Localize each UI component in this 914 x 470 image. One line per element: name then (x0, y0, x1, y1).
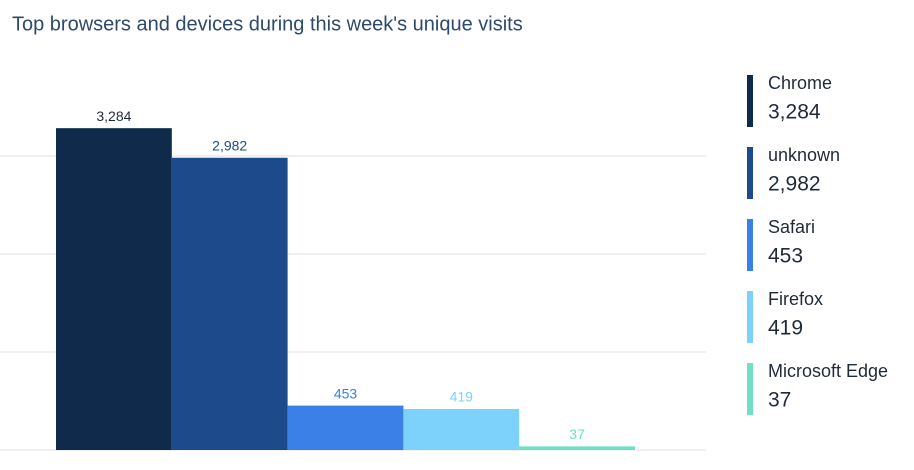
bar (403, 408, 520, 450)
legend-swatch (747, 147, 753, 199)
value-label: 2,982 (212, 137, 247, 153)
legend-swatch (747, 219, 753, 271)
legend-label: unknown (768, 145, 840, 165)
legend-swatch (747, 75, 753, 127)
legend-value: 419 (768, 317, 803, 340)
legend-swatch (747, 363, 753, 415)
legend-label: Chrome (768, 73, 832, 93)
value-label: 3,284 (96, 108, 131, 124)
value-label: 453 (334, 385, 358, 401)
legend-value: 37 (768, 389, 791, 412)
legend-label: Microsoft Edge (768, 361, 888, 381)
chart-title: Top browsers and devices during this wee… (12, 13, 523, 35)
bar (171, 157, 288, 450)
legend-label: Safari (768, 217, 815, 237)
legend-value: 453 (768, 245, 803, 268)
bar (519, 446, 635, 450)
bar (287, 405, 404, 450)
legend-value: 3,284 (768, 101, 821, 124)
bar (56, 128, 172, 450)
legend-swatch (747, 291, 753, 343)
legend-value: 2,982 (768, 173, 821, 196)
legend-label: Firefox (768, 289, 823, 309)
value-label: 419 (450, 389, 474, 405)
value-label: 37 (569, 426, 585, 442)
